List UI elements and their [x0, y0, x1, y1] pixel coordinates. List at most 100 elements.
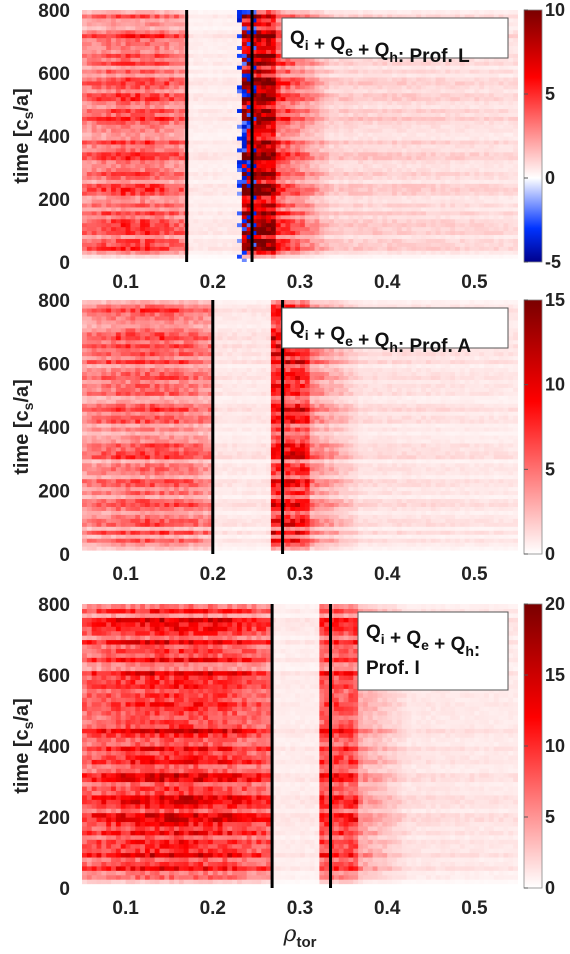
heatmap-cell	[222, 124, 228, 129]
heatmap-cell	[164, 84, 170, 90]
heatmap-cell	[96, 143, 102, 149]
heatmap-cell	[96, 183, 102, 188]
heatmap-cell	[319, 187, 325, 192]
heatmap-cell	[251, 175, 257, 180]
heatmap-cell	[251, 120, 257, 125]
heatmap-cell	[295, 250, 301, 255]
heatmap-cell	[232, 65, 238, 70]
heatmap-cell	[290, 139, 296, 145]
heatmap-cell	[135, 202, 141, 208]
heatmap-cell	[115, 69, 122, 74]
heatmap-cell	[445, 104, 451, 110]
heatmap-cell	[222, 37, 228, 43]
heatmap-cell	[154, 210, 161, 216]
heatmap-cell	[251, 10, 257, 15]
heatmap-cell	[135, 104, 141, 110]
heatmap-cell	[193, 120, 199, 125]
heatmap-cell	[251, 116, 257, 121]
heatmap-cell	[174, 151, 180, 157]
heatmap-cell	[290, 226, 296, 232]
heatmap-cell	[362, 222, 369, 228]
heatmap-cell	[362, 151, 369, 157]
heatmap-cell	[261, 191, 267, 196]
heatmap-cell	[261, 61, 267, 66]
heatmap-cell	[382, 226, 388, 232]
heatmap-cell	[251, 84, 257, 90]
heatmap-cell	[207, 230, 214, 236]
heatmap-cell	[285, 65, 291, 70]
heatmap-cell	[101, 206, 107, 212]
heatmap-cell	[300, 136, 306, 141]
heatmap-cell	[82, 17, 88, 23]
heatmap-cell	[261, 167, 267, 173]
heatmap-cell	[275, 104, 282, 110]
heatmap-cell	[174, 112, 180, 117]
heatmap-cell	[174, 230, 180, 236]
heatmap-cell	[416, 175, 422, 180]
heatmap-cell	[149, 104, 156, 110]
heatmap-cell	[144, 151, 151, 157]
heatmap-cell	[111, 100, 117, 106]
heatmap-cell	[188, 33, 195, 39]
heatmap-cell	[261, 21, 267, 27]
heatmap-cell	[261, 139, 267, 145]
heatmap-cell	[193, 65, 199, 70]
heatmap-cell	[300, 139, 306, 145]
heatmap-cell	[178, 73, 185, 78]
heatmap-cell	[319, 96, 325, 102]
heatmap-cell	[91, 143, 98, 149]
heatmap-cell	[396, 69, 403, 74]
heatmap-cell	[382, 116, 388, 121]
heatmap-cell	[421, 179, 427, 184]
heatmap-cell	[343, 10, 350, 15]
heatmap-cell	[256, 124, 262, 129]
heatmap-cell	[212, 199, 219, 204]
heatmap-cell	[159, 139, 165, 145]
heatmap-cell	[421, 120, 427, 125]
heatmap-cell	[348, 195, 354, 200]
heatmap-cell	[130, 155, 136, 161]
heatmap-cell	[450, 104, 456, 110]
heatmap-cell	[319, 155, 325, 161]
heatmap-cell	[227, 80, 233, 86]
heatmap-cell	[237, 234, 243, 239]
heatmap-cell	[382, 88, 388, 94]
heatmap-cell	[362, 258, 369, 262]
heatmap-cell	[324, 179, 330, 184]
heatmap-cell	[285, 206, 291, 212]
heatmap-cell	[367, 242, 374, 247]
heatmap-cell	[96, 124, 102, 129]
heatmap-cell	[304, 175, 311, 180]
heatmap-cell	[96, 151, 102, 157]
heatmap-cell	[445, 124, 451, 129]
heatmap-cell	[188, 21, 195, 27]
heatmap-cell	[338, 155, 345, 161]
heatmap-cell	[106, 234, 112, 239]
heatmap-cell	[270, 163, 277, 169]
heatmap-cell	[290, 84, 296, 90]
heatmap-cell	[222, 80, 228, 86]
heatmap-cell	[309, 10, 316, 15]
heatmap-cell	[353, 226, 359, 232]
heatmap-cell	[82, 151, 88, 157]
heatmap-cell	[270, 69, 277, 74]
heatmap-cell	[275, 96, 282, 102]
heatmap-cell	[290, 238, 296, 243]
heatmap-cell	[416, 120, 422, 125]
heatmap-cell	[377, 250, 383, 255]
heatmap-cell	[329, 214, 335, 220]
heatmap-cell	[314, 136, 320, 141]
heatmap-cell	[270, 195, 277, 200]
heatmap-cell	[169, 45, 175, 50]
heatmap-cell	[164, 155, 170, 161]
heatmap-cell	[411, 226, 417, 232]
heatmap-cell	[367, 254, 374, 259]
heatmap-cell	[188, 151, 195, 157]
heatmap-cell	[396, 139, 403, 145]
heatmap-cell	[421, 61, 427, 66]
heatmap-cell	[125, 108, 132, 113]
heatmap-cell	[86, 179, 93, 184]
heatmap-cell	[382, 96, 388, 102]
heatmap-cell	[387, 206, 393, 212]
heatmap-cell	[149, 143, 156, 149]
